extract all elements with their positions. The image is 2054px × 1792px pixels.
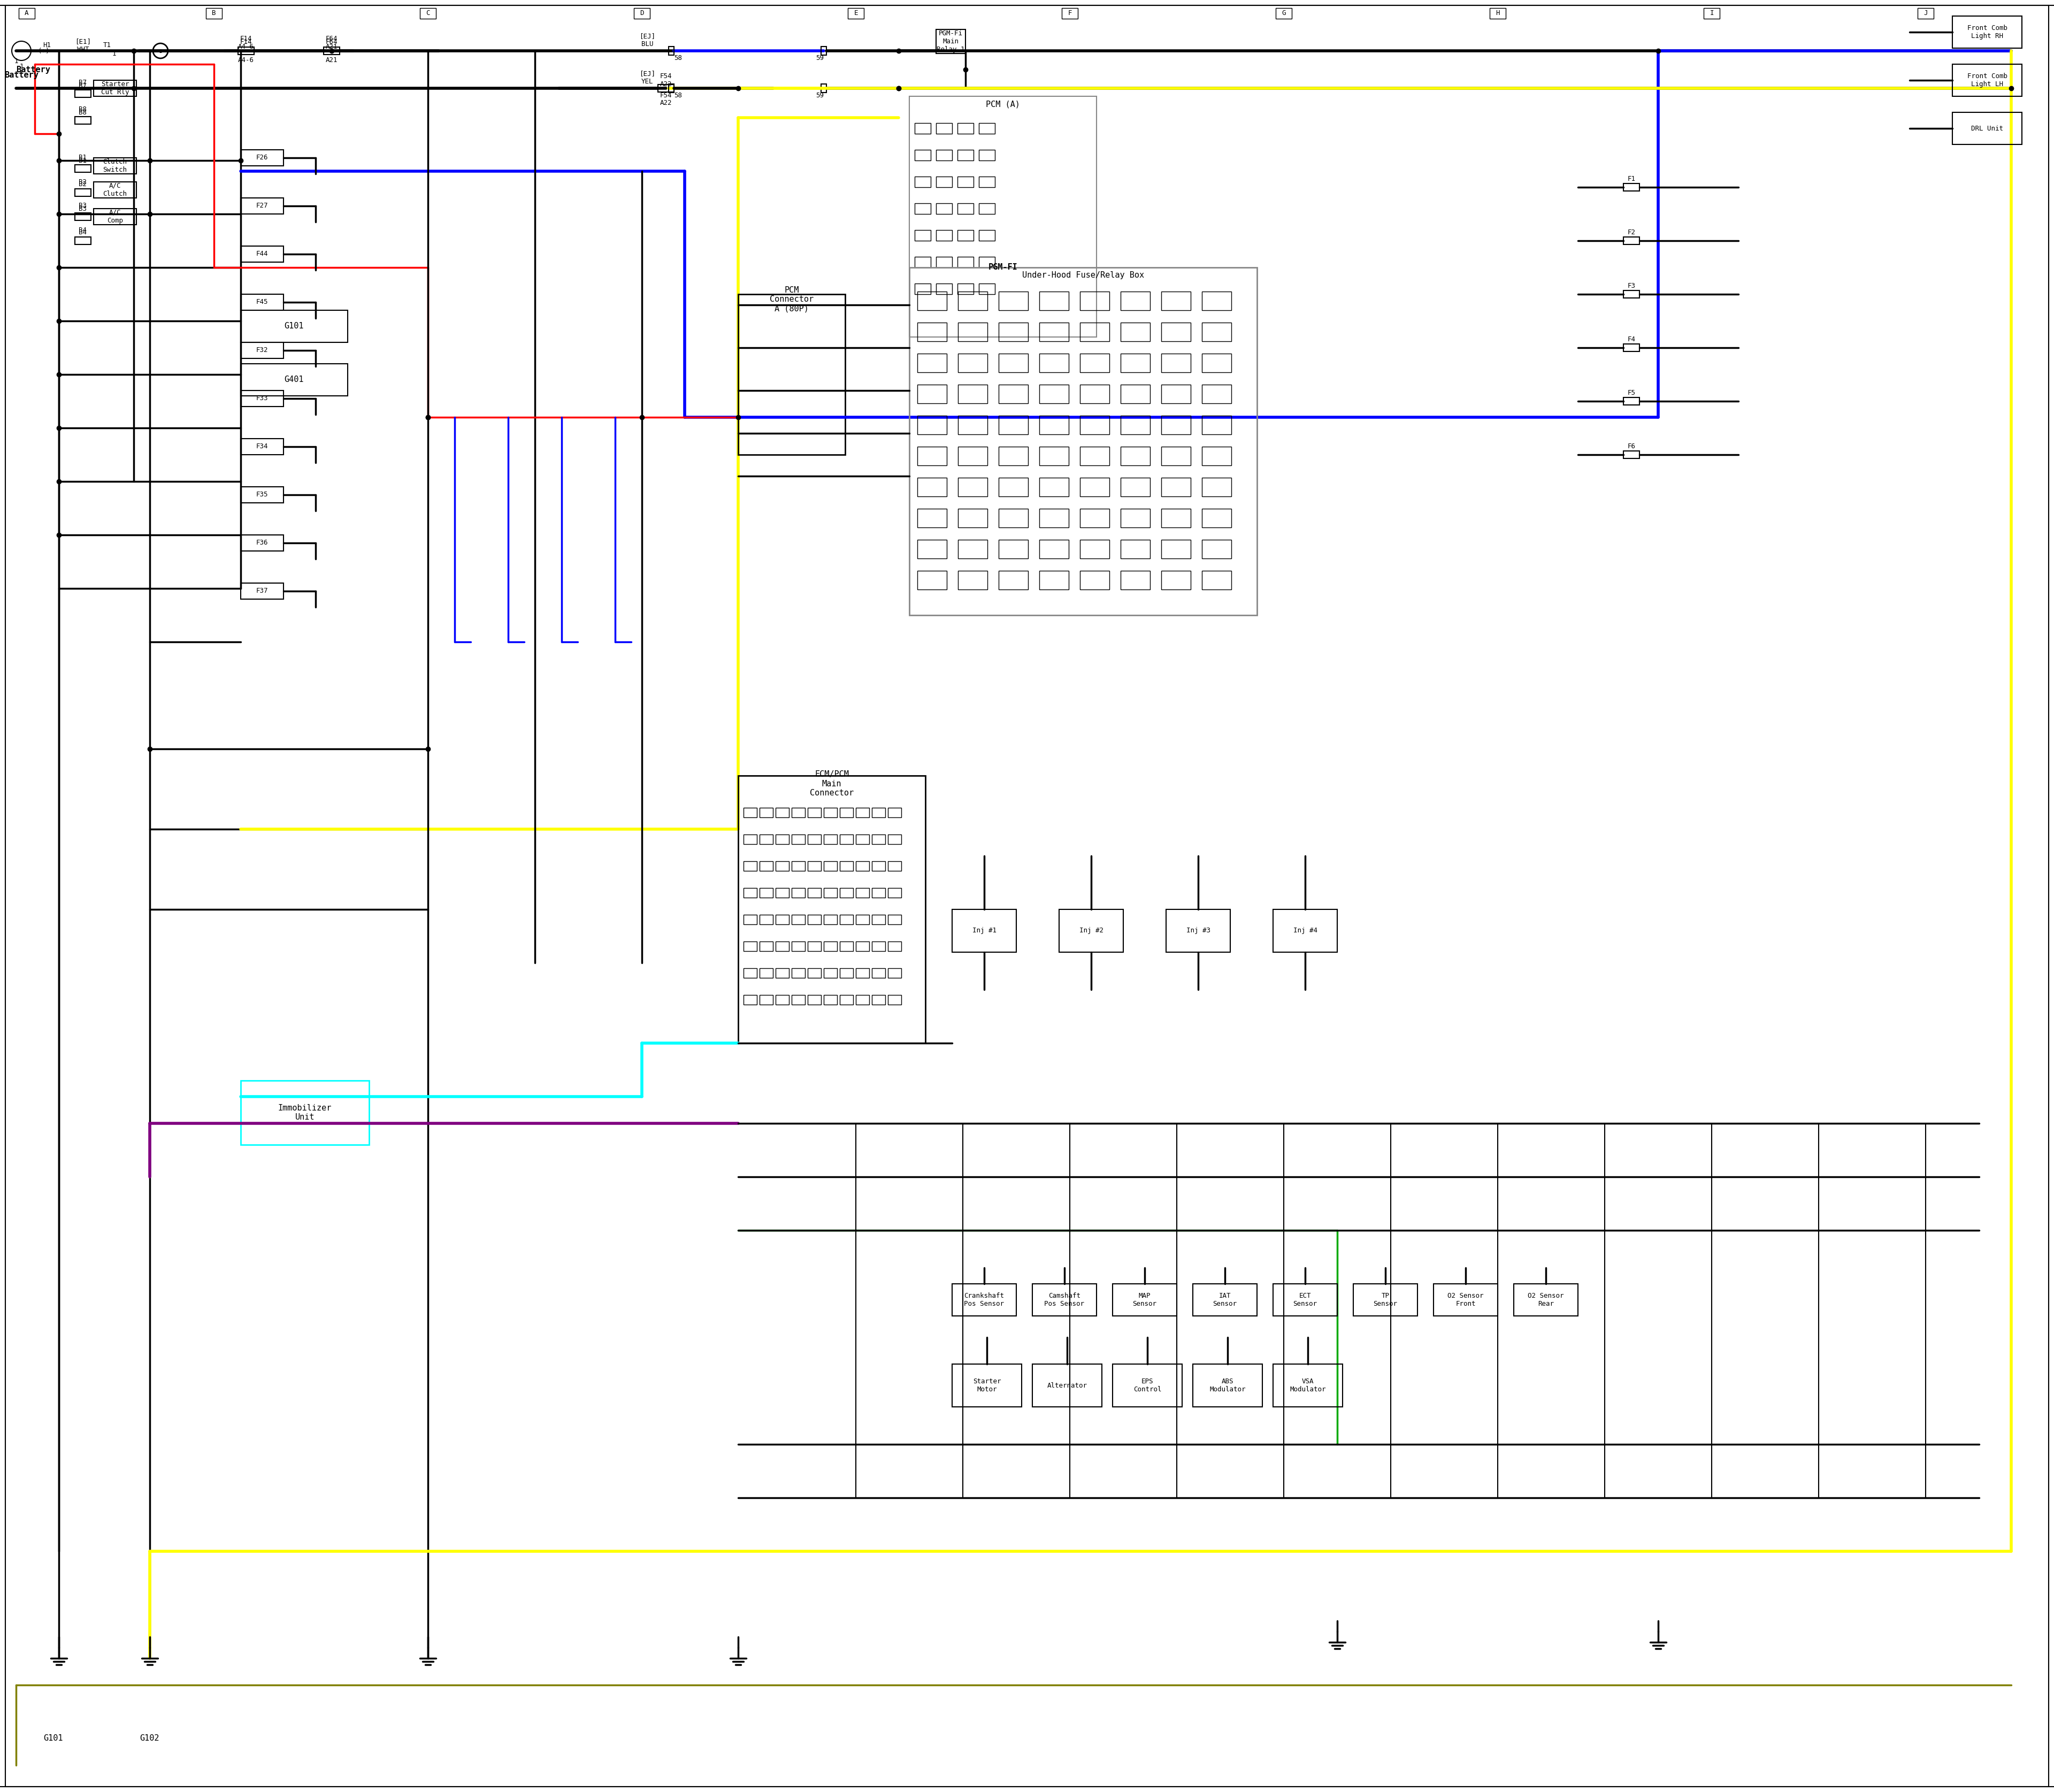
Bar bbox=[1623, 344, 1639, 351]
Text: Inj #2: Inj #2 bbox=[1078, 926, 1103, 934]
Bar bbox=[776, 835, 789, 844]
Bar bbox=[238, 47, 255, 54]
Bar bbox=[957, 572, 988, 590]
Bar bbox=[1202, 572, 1230, 590]
Bar bbox=[1113, 1364, 1183, 1407]
Bar bbox=[1080, 539, 1109, 559]
Text: B3: B3 bbox=[78, 202, 86, 210]
Bar bbox=[840, 995, 852, 1005]
Bar bbox=[791, 835, 805, 844]
Bar bbox=[1354, 1283, 1417, 1315]
Bar bbox=[240, 310, 347, 342]
Bar bbox=[419, 7, 435, 18]
Bar bbox=[871, 968, 885, 978]
Text: B3: B3 bbox=[78, 204, 86, 211]
Text: 1: 1 bbox=[18, 63, 23, 70]
Bar bbox=[1039, 385, 1068, 403]
Bar bbox=[857, 995, 869, 1005]
Bar bbox=[670, 84, 674, 93]
Text: ECT
Sensor: ECT Sensor bbox=[1294, 1292, 1317, 1308]
Bar bbox=[887, 835, 902, 844]
Bar bbox=[1080, 509, 1109, 527]
Bar bbox=[1121, 323, 1150, 340]
Bar bbox=[1080, 446, 1109, 466]
Bar bbox=[871, 862, 885, 871]
Bar bbox=[998, 353, 1029, 373]
Text: [E1]
WHT: [E1] WHT bbox=[74, 38, 90, 54]
Bar bbox=[1039, 478, 1068, 496]
Bar bbox=[957, 539, 988, 559]
Bar bbox=[1121, 353, 1150, 373]
Bar bbox=[998, 416, 1029, 434]
Bar bbox=[205, 7, 222, 18]
Bar bbox=[1080, 323, 1109, 340]
Text: T1: T1 bbox=[103, 41, 111, 48]
Bar bbox=[980, 151, 994, 161]
Bar bbox=[240, 342, 283, 358]
Bar bbox=[744, 914, 756, 925]
Bar bbox=[957, 177, 974, 186]
Bar bbox=[857, 914, 869, 925]
Bar bbox=[980, 256, 994, 267]
Bar bbox=[887, 941, 902, 952]
Bar bbox=[822, 84, 826, 93]
Text: F27: F27 bbox=[257, 202, 269, 210]
Bar bbox=[857, 941, 869, 952]
Bar bbox=[240, 197, 283, 213]
Text: F14: F14 bbox=[240, 38, 253, 45]
Bar bbox=[937, 29, 965, 54]
Text: B2: B2 bbox=[78, 179, 86, 185]
Bar bbox=[918, 539, 947, 559]
Bar bbox=[957, 283, 974, 294]
Text: Under-Hood Fuse/Relay Box: Under-Hood Fuse/Relay Box bbox=[1023, 271, 1144, 280]
Text: F2: F2 bbox=[1627, 229, 1635, 237]
Text: VSA
Modulator: VSA Modulator bbox=[1290, 1378, 1327, 1392]
Bar bbox=[744, 941, 756, 952]
Text: Battery: Battery bbox=[4, 72, 39, 79]
Text: B7: B7 bbox=[78, 82, 86, 90]
Bar bbox=[953, 909, 1017, 952]
Bar bbox=[1039, 509, 1068, 527]
Bar bbox=[957, 446, 988, 466]
Bar bbox=[998, 572, 1029, 590]
Text: [EJ]
YEL: [EJ] YEL bbox=[639, 70, 655, 84]
Bar bbox=[914, 151, 930, 161]
Bar bbox=[240, 364, 347, 396]
Text: H1: H1 bbox=[43, 41, 51, 48]
Bar bbox=[1080, 478, 1109, 496]
Bar bbox=[857, 889, 869, 898]
Bar bbox=[807, 835, 822, 844]
Bar bbox=[1161, 509, 1191, 527]
Bar bbox=[871, 889, 885, 898]
Bar bbox=[957, 509, 988, 527]
Bar bbox=[1121, 446, 1150, 466]
Bar bbox=[998, 478, 1029, 496]
Bar bbox=[1039, 539, 1068, 559]
Text: [EJ]
BLU: [EJ] BLU bbox=[639, 32, 655, 48]
Bar bbox=[776, 862, 789, 871]
Bar bbox=[74, 90, 90, 97]
Bar bbox=[1121, 385, 1150, 403]
Bar bbox=[94, 81, 136, 97]
Bar bbox=[760, 835, 772, 844]
Text: Clutch
Switch: Clutch Switch bbox=[103, 158, 127, 174]
Bar bbox=[240, 439, 283, 455]
Text: F1: F1 bbox=[1627, 176, 1635, 183]
Bar bbox=[1161, 446, 1191, 466]
Bar bbox=[1121, 416, 1150, 434]
Bar bbox=[957, 256, 974, 267]
Bar bbox=[240, 487, 283, 504]
Bar bbox=[1039, 353, 1068, 373]
Bar bbox=[910, 267, 1257, 615]
Text: B1: B1 bbox=[78, 158, 86, 163]
Text: PCM (A): PCM (A) bbox=[986, 100, 1021, 108]
Bar bbox=[791, 941, 805, 952]
Bar bbox=[1121, 292, 1150, 310]
Bar bbox=[1514, 1283, 1577, 1315]
Bar bbox=[760, 808, 772, 817]
Bar bbox=[914, 124, 930, 134]
Bar bbox=[1202, 539, 1230, 559]
Text: G401: G401 bbox=[283, 376, 304, 383]
Text: D: D bbox=[641, 11, 643, 16]
Bar bbox=[937, 151, 953, 161]
